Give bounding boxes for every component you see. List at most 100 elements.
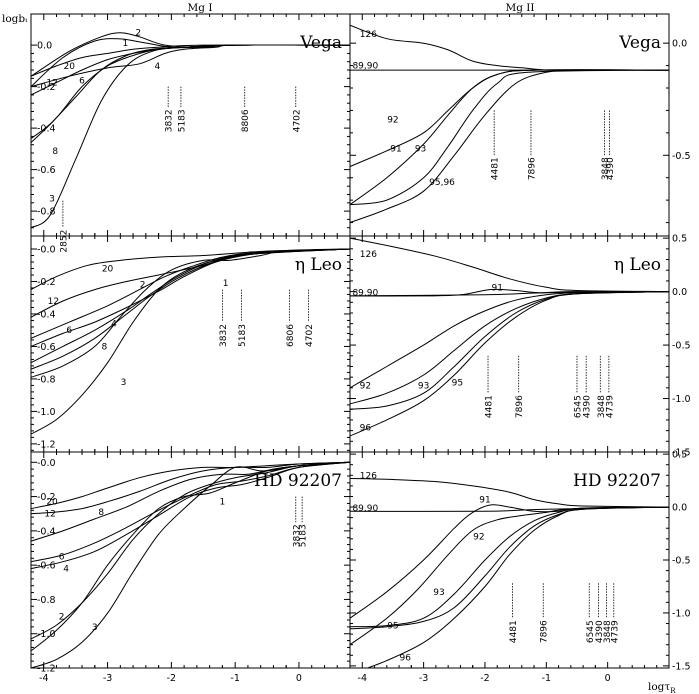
series-curve-96: [366, 506, 669, 668]
wavelength-label: 7896: [527, 157, 537, 180]
series-label-126: 126: [360, 471, 377, 481]
series-curve-2: [31, 248, 350, 339]
y-tick-label: -1.5: [672, 448, 691, 459]
y-tick-label: 0.0: [672, 287, 687, 298]
series-label-89,90: 89,90: [352, 504, 378, 514]
series-curve-3: [31, 44, 350, 229]
x-axis-label-main: logτ: [648, 681, 670, 693]
series-curve-95: [350, 291, 669, 410]
series-curve-12: [31, 461, 350, 515]
series-curve-96: [350, 291, 669, 437]
series-curve-91: [350, 69, 669, 206]
series-label-2: 2: [135, 29, 141, 39]
y-tick-label: -0.6: [37, 561, 56, 572]
series-curve-4: [31, 461, 350, 570]
panel-3: 0.5 0.0 -0.5 -1.0 -1.5 η Leo 126 89,90 91 92 93 95 9…: [349, 234, 691, 459]
series-label-1: 1: [220, 498, 226, 508]
y-tick-label: -0.2: [37, 277, 56, 288]
series-curve-8: [31, 248, 350, 370]
y-tick-label: -0.8: [37, 595, 56, 606]
panel-4: -4 -3 -2 -1 0 -0.0 -0.2 -0.4 -0.6 -0.8 -1.0 -1.2 HD …: [30, 451, 351, 684]
series-curve-20: [31, 44, 350, 77]
series-curve-91: [350, 288, 669, 297]
series-label-89,90: 89,90: [352, 289, 378, 299]
wavelength-label: 3832: [292, 524, 302, 547]
series-curve-91: [350, 504, 669, 619]
series-label-4: 4: [63, 565, 69, 575]
series-curve-20: [31, 248, 350, 291]
series-label-20: 20: [46, 498, 58, 508]
y-tick-label: -1.0: [672, 608, 691, 619]
wavelength-label: 6545: [586, 620, 596, 643]
star-name: Vega: [618, 33, 661, 53]
curves: [31, 32, 350, 229]
x-tick-label: -1: [542, 673, 551, 684]
series-label-3: 3: [92, 623, 98, 633]
column-title-mg-i: Mg I: [188, 2, 213, 14]
series-label-126: 126: [360, 30, 377, 40]
y-tick-label: -0.0: [37, 244, 56, 255]
series-curve-92: [350, 506, 669, 646]
series-curve-93: [350, 291, 669, 405]
wavelength-label: 4390: [595, 620, 605, 643]
series-label-6: 6: [59, 553, 65, 563]
wavelength-label: 3848: [603, 620, 613, 643]
star-name: Vega: [299, 33, 342, 53]
series-curve-93: [350, 506, 669, 628]
y-axis-label: logbᵢ: [2, 13, 27, 25]
x-tick-label: -2: [480, 673, 489, 684]
wavelength-label: 6545: [573, 395, 583, 418]
series-label-12: 12: [44, 510, 55, 520]
series-label-8: 8: [102, 342, 108, 352]
series-curve-126: [350, 478, 669, 508]
star-name: HD 92207: [573, 471, 661, 491]
series-label-6: 6: [79, 76, 85, 86]
wavelength-label: 4481: [491, 157, 501, 180]
series-label-3: 3: [49, 195, 55, 205]
wavelength-label: 3848: [597, 395, 607, 418]
series-label-93: 93: [418, 382, 429, 392]
y-tick-label: -1.0: [37, 407, 56, 418]
x-tick-label: -3: [103, 673, 112, 684]
wavelength-label: 6806: [286, 324, 296, 347]
series-label-95: 95: [452, 378, 463, 388]
curves: [31, 461, 350, 668]
curves: [350, 478, 669, 668]
y-tick-label: -0.4: [37, 526, 56, 537]
curves: [350, 24, 669, 223]
curves: [31, 248, 350, 435]
series-label-12: 12: [46, 78, 57, 88]
series-label-4: 4: [154, 62, 160, 72]
panel-5: -4 -3 -2 -1 0 0.5 0.0 -0.5 -1.0 -1.5 HD 92207 126 89…: [349, 450, 691, 684]
series-label-126: 126: [360, 250, 377, 260]
series-label-91: 91: [479, 496, 490, 506]
y-tick-label: 0.0: [672, 503, 687, 514]
y-tick-label: 0.0: [672, 39, 687, 50]
series-label-93: 93: [415, 145, 426, 155]
series-label-4: 4: [111, 320, 117, 330]
y-tick-label: -0.5: [672, 556, 691, 567]
star-name: HD 92207: [254, 471, 342, 491]
series-label-1: 1: [123, 39, 129, 49]
panel-1: 0.0 -0.5 Vega 126 89,90 92 91 93 95,96 4481 7896 38…: [349, 13, 691, 237]
series-curve-126: [350, 237, 669, 293]
curves: [350, 237, 669, 437]
series-label-93: 93: [433, 588, 444, 598]
wavelength-label: 3848: [601, 157, 611, 180]
series-label-95: 95: [387, 622, 398, 632]
series-label-92: 92: [360, 382, 371, 392]
wavelength-label: 4390: [606, 157, 616, 180]
star-name: η Leo: [614, 255, 661, 275]
y-tick-label: -0.5: [672, 341, 691, 352]
y-tick-label: -0.6: [37, 342, 56, 353]
column-title-mg-ii: Mg II: [505, 2, 534, 14]
x-tick-label: -4: [358, 673, 367, 684]
series-label-91: 91: [492, 283, 503, 293]
x-tick-label: 0: [296, 673, 302, 684]
wavelength-label: 5183: [238, 324, 248, 347]
series-label-92: 92: [387, 115, 398, 125]
series-label-91: 91: [390, 145, 401, 155]
